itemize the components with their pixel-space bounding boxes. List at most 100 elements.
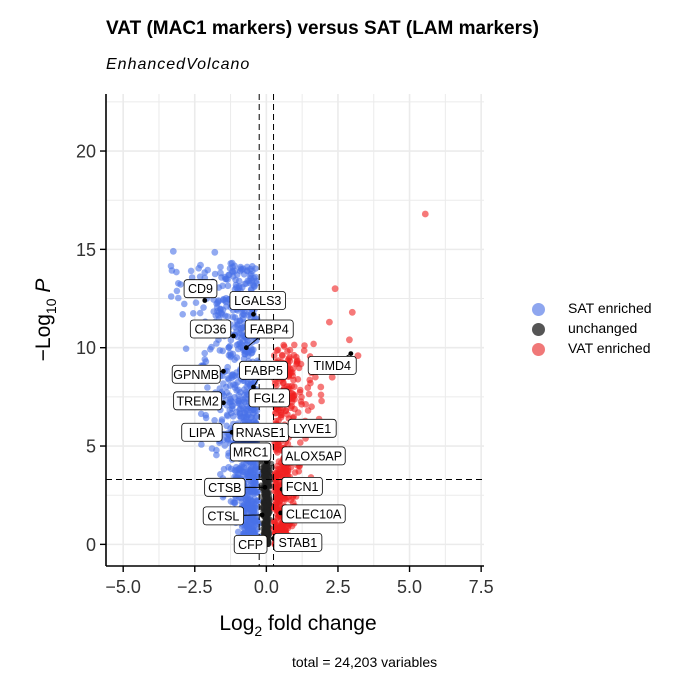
data-point: [213, 451, 220, 459]
data-point: [304, 384, 312, 392]
data-point: [249, 267, 256, 275]
x-tick-label: 5.0: [397, 577, 422, 597]
gene-label-box: [173, 391, 223, 411]
data-point: [346, 336, 353, 344]
data-point: [246, 485, 254, 493]
data-point: [221, 442, 229, 449]
gene-label-box: [248, 388, 290, 408]
data-point: [261, 477, 268, 484]
data-point: [252, 277, 260, 285]
data-point: [234, 528, 242, 536]
data-point: [278, 351, 286, 359]
x-tick-label: −2.5: [177, 577, 213, 597]
data-point: [300, 347, 308, 354]
data-point: [289, 394, 296, 401]
gene-label: TREM2: [176, 394, 218, 408]
data-point: [248, 506, 256, 514]
gene-label-box: [189, 319, 232, 339]
data-point: [287, 404, 295, 412]
data-point: [305, 390, 313, 398]
data-point: [244, 410, 251, 418]
data-point: [220, 296, 227, 304]
data-point: [217, 263, 224, 271]
data-point: [243, 267, 251, 275]
data-point: [248, 498, 255, 505]
data-point: [264, 525, 270, 532]
data-point: [249, 263, 256, 270]
gene-labels: CD9 LGALS3 CD36 FABP4 GPNMB FABP5 TIMD4 TREM2 FG…: [171, 279, 357, 554]
data-point: [262, 467, 268, 473]
data-point: [326, 318, 333, 326]
data-point: [211, 270, 219, 278]
gene-label-box: [281, 446, 346, 466]
data-point: [298, 393, 305, 401]
data-point: [220, 380, 227, 387]
data-point: [197, 410, 205, 418]
data-point: [204, 384, 211, 391]
gene-label: CLEC10A: [286, 507, 342, 521]
data-point: [200, 304, 207, 311]
data-point: [181, 300, 188, 308]
gene-label: CTSB: [208, 481, 241, 495]
data-point: [260, 526, 266, 532]
gene-label-box: [183, 279, 218, 299]
gene-label: CTSL: [207, 509, 239, 523]
y-tick-label: 10: [76, 338, 96, 358]
data-point: [285, 383, 293, 390]
data-point: [241, 350, 249, 358]
data-point: [167, 293, 175, 300]
gene-label: TIMD4: [313, 359, 351, 373]
data-point: [265, 495, 271, 501]
gene-label-box: [273, 533, 323, 552]
gene-label-box: [204, 477, 246, 497]
data-point: [274, 465, 282, 473]
data-point: [217, 269, 224, 277]
data-point: [265, 471, 271, 477]
data-point: [291, 383, 298, 391]
data-point: [177, 281, 184, 288]
gene-label: STAB1: [279, 536, 318, 550]
data-point: [250, 406, 257, 413]
data-point: [227, 350, 234, 357]
data-point: [188, 274, 196, 281]
data-point: [270, 352, 278, 359]
x-tick-label: 2.5: [325, 577, 350, 597]
data-point: [291, 469, 299, 476]
data-point: [208, 343, 215, 351]
gene-label: MRC1: [233, 445, 268, 459]
y-tick-label: 0: [86, 535, 96, 555]
data-point: [282, 465, 289, 473]
data-point: [272, 443, 280, 451]
gene-label-box: [230, 442, 272, 462]
x-tick-label: 7.5: [469, 577, 494, 597]
gene-label: CD36: [195, 323, 227, 337]
data-point: [266, 507, 272, 513]
chart-title: VAT (MAC1 markers) versus SAT (LAM marke…: [106, 18, 539, 39]
data-point: [239, 332, 247, 339]
gene-label: ALOX5AP: [285, 449, 342, 463]
data-point: [306, 376, 314, 384]
gene-label: CFP: [238, 538, 263, 552]
legend-swatch-vat: [532, 343, 545, 356]
data-point: [235, 392, 242, 399]
x-axis-label: Log2 fold change: [219, 612, 376, 639]
data-point: [214, 299, 221, 307]
data-point: [277, 409, 285, 416]
data-point: [284, 524, 292, 532]
data-point: [235, 277, 243, 285]
data-point: [236, 406, 243, 414]
data-point: [236, 465, 243, 472]
data-point: [233, 387, 240, 394]
data-point: [192, 299, 200, 307]
gene-label-box: [287, 418, 337, 438]
legend-swatch-sat: [532, 303, 545, 316]
data-point: [251, 283, 258, 291]
data-point: [286, 353, 294, 361]
data-point: [236, 412, 243, 420]
data-point: [179, 311, 186, 318]
gene-label: LYVE1: [293, 422, 331, 436]
data-point: [229, 313, 237, 321]
data-point: [318, 397, 325, 405]
data-point: [226, 342, 234, 350]
